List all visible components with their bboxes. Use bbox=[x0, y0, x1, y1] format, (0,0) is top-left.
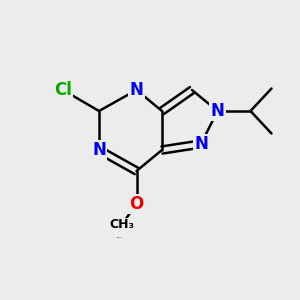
Text: CH₃: CH₃ bbox=[109, 218, 134, 232]
Text: N: N bbox=[194, 135, 208, 153]
Text: N: N bbox=[130, 81, 143, 99]
Text: N: N bbox=[211, 102, 224, 120]
Text: methoxy: methoxy bbox=[117, 236, 123, 238]
Text: O: O bbox=[129, 195, 144, 213]
Text: Cl: Cl bbox=[54, 81, 72, 99]
Text: N: N bbox=[92, 141, 106, 159]
